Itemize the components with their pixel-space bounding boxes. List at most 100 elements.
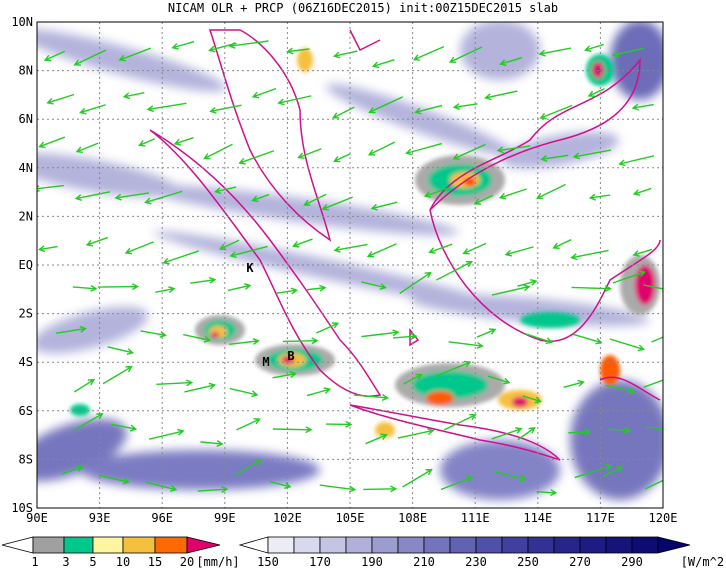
lon-label: 93E bbox=[89, 511, 111, 525]
wind-arrow bbox=[200, 440, 224, 448]
wind-arrow bbox=[399, 271, 432, 294]
wind-arrow bbox=[145, 481, 178, 492]
wind-arrow bbox=[588, 193, 611, 201]
wind-arrow bbox=[448, 341, 484, 349]
wind-arrow bbox=[539, 104, 573, 120]
wind-arrow bbox=[333, 152, 351, 163]
wind-arrow bbox=[563, 379, 585, 388]
wind-arrow bbox=[209, 104, 242, 114]
wind-arrow bbox=[190, 276, 217, 284]
precip-level: 10 bbox=[116, 555, 130, 569]
wind-arrow bbox=[498, 188, 527, 200]
wind-arrow bbox=[412, 45, 445, 61]
wind-arrow bbox=[452, 143, 486, 160]
wind-arrow bbox=[570, 249, 609, 261]
wind-arrow bbox=[584, 43, 604, 53]
wind-arrow bbox=[229, 387, 259, 398]
wind-arrow bbox=[402, 468, 433, 488]
wind-arrow bbox=[306, 387, 332, 397]
map-title: NICAM OLR + PRCP (06Z16DEC2015) init:00Z… bbox=[168, 1, 558, 15]
wind-arrow bbox=[365, 433, 388, 445]
wind-arrow bbox=[303, 193, 327, 206]
wind-arrow bbox=[573, 333, 603, 345]
wind-arrow bbox=[37, 245, 58, 253]
colorbar-labels: [mm/h] [W/m^2] 1 3 5 10 15 20 150 170 190 210 230 2… bbox=[31, 555, 726, 569]
wind-arrow bbox=[645, 426, 663, 429]
wind-vectors bbox=[37, 40, 663, 497]
plot-frame bbox=[36, 21, 664, 509]
wind-arrow bbox=[146, 102, 187, 113]
lon-label: 96E bbox=[151, 511, 173, 525]
wind-arrow bbox=[56, 325, 87, 334]
wind-arrow bbox=[156, 379, 194, 387]
wind-arrow bbox=[282, 337, 319, 345]
wind-arrow bbox=[118, 47, 152, 62]
wind-arrow bbox=[276, 287, 298, 295]
wind-arrow bbox=[631, 103, 654, 111]
wind-arrow bbox=[632, 187, 652, 196]
lat-label: EQ bbox=[19, 258, 33, 272]
wind-arrow bbox=[73, 413, 104, 431]
wind-arrow bbox=[333, 243, 368, 253]
marker-label: B bbox=[287, 349, 294, 363]
wind-arrow bbox=[651, 336, 663, 343]
wind-arrow bbox=[162, 250, 199, 265]
wind-arrow bbox=[292, 238, 313, 248]
wind-arrow bbox=[643, 284, 663, 293]
lon-label: 111E bbox=[461, 511, 490, 525]
wind-arrow bbox=[435, 360, 472, 377]
lat-label: 4S bbox=[19, 355, 33, 369]
wind-arrow bbox=[332, 106, 355, 119]
wind-arrow bbox=[517, 426, 536, 441]
wind-arrow bbox=[98, 474, 131, 485]
wind-arrow bbox=[535, 183, 566, 200]
wind-arrow bbox=[75, 142, 99, 154]
olr-level: 230 bbox=[465, 555, 487, 569]
wind-arrow bbox=[183, 333, 212, 343]
precip-level: 3 bbox=[62, 555, 69, 569]
wind-arrow bbox=[440, 475, 474, 491]
wind-arrow bbox=[316, 322, 340, 334]
wind-arrow bbox=[46, 93, 75, 105]
wind-arrow bbox=[229, 337, 260, 346]
olr-level: 190 bbox=[361, 555, 383, 569]
wind-arrow bbox=[571, 285, 612, 293]
wind-arrow bbox=[102, 365, 133, 385]
marker-label: M bbox=[262, 355, 269, 369]
precip-colorbar bbox=[1, 536, 221, 554]
wind-arrow bbox=[484, 90, 518, 101]
lon-label: 102E bbox=[273, 511, 302, 525]
wind-arrow bbox=[251, 193, 270, 203]
wind-arrow bbox=[319, 484, 357, 493]
wind-arrow bbox=[618, 155, 655, 167]
wind-arrow bbox=[197, 485, 229, 493]
wind-arrow bbox=[61, 465, 84, 475]
wind-arrow bbox=[227, 283, 252, 292]
wind-arrow bbox=[405, 142, 442, 156]
wind-arrow bbox=[297, 148, 322, 160]
wind-arrow bbox=[645, 479, 663, 490]
wind-arrow bbox=[612, 270, 647, 284]
wind-arrow bbox=[632, 248, 653, 257]
precip-level: 1 bbox=[31, 555, 38, 569]
wind-arrow bbox=[363, 485, 398, 493]
wind-arrow bbox=[184, 382, 217, 393]
wind-arrow bbox=[286, 47, 310, 55]
lat-label: 10N bbox=[11, 15, 33, 29]
wind-arrow bbox=[272, 426, 313, 434]
wind-arrow bbox=[611, 47, 645, 58]
wind-arrow bbox=[173, 137, 194, 146]
precip-level: 20 bbox=[180, 555, 194, 569]
wind-arrow bbox=[214, 186, 237, 195]
wind-arrow bbox=[452, 103, 478, 111]
wind-arrow bbox=[414, 104, 443, 115]
wind-arrow bbox=[155, 286, 176, 293]
wind-arrow bbox=[98, 283, 139, 291]
wind-arrow bbox=[609, 338, 645, 352]
lat-label: 6S bbox=[19, 404, 33, 418]
wind-arrow bbox=[494, 471, 528, 482]
wind-arrow bbox=[144, 190, 183, 205]
olr-unit: [W/m^2] bbox=[681, 555, 726, 569]
wind-arrow bbox=[229, 245, 268, 259]
